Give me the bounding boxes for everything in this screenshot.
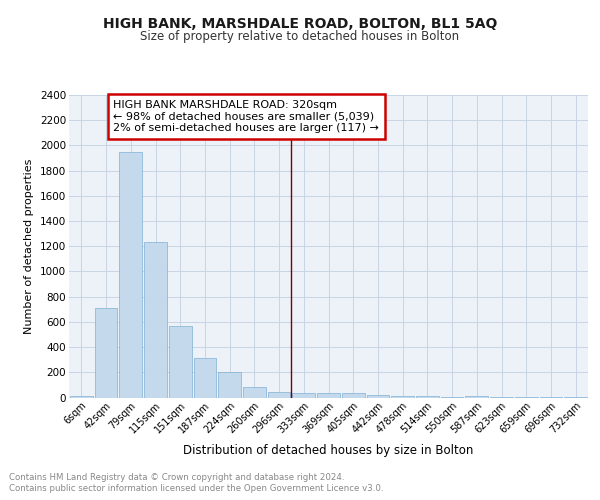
Bar (367, 395, 389, 398)
Bar (292, 393, 315, 398)
Bar (466, 396, 488, 398)
Bar (169, 326, 191, 398)
Text: Contains HM Land Registry data © Crown copyright and database right 2024.: Contains HM Land Registry data © Crown c… (9, 472, 344, 482)
X-axis label: Distribution of detached houses by size in Bolton: Distribution of detached houses by size … (184, 444, 473, 456)
Bar (539, 397, 562, 398)
Bar (490, 397, 513, 398)
Bar (391, 396, 414, 398)
Text: Size of property relative to detached houses in Bolton: Size of property relative to detached ho… (140, 30, 460, 43)
Bar (218, 372, 241, 398)
Bar (317, 393, 340, 398)
Bar (70, 396, 93, 398)
Bar (515, 397, 538, 398)
Text: Contains public sector information licensed under the Open Government Licence v3: Contains public sector information licen… (9, 484, 383, 493)
Bar (268, 392, 290, 398)
Text: HIGH BANK MARSHDALE ROAD: 320sqm
← 98% of detached houses are smaller (5,039)
2%: HIGH BANK MARSHDALE ROAD: 320sqm ← 98% o… (113, 100, 379, 133)
Bar (441, 397, 463, 398)
Bar (95, 308, 118, 398)
Bar (144, 242, 167, 398)
Y-axis label: Number of detached properties: Number of detached properties (25, 158, 34, 334)
Bar (119, 152, 142, 398)
Bar (243, 387, 266, 398)
Bar (342, 393, 365, 398)
Text: HIGH BANK, MARSHDALE ROAD, BOLTON, BL1 5AQ: HIGH BANK, MARSHDALE ROAD, BOLTON, BL1 5… (103, 18, 497, 32)
Bar (194, 358, 216, 398)
Bar (416, 396, 439, 398)
Bar (564, 397, 587, 398)
